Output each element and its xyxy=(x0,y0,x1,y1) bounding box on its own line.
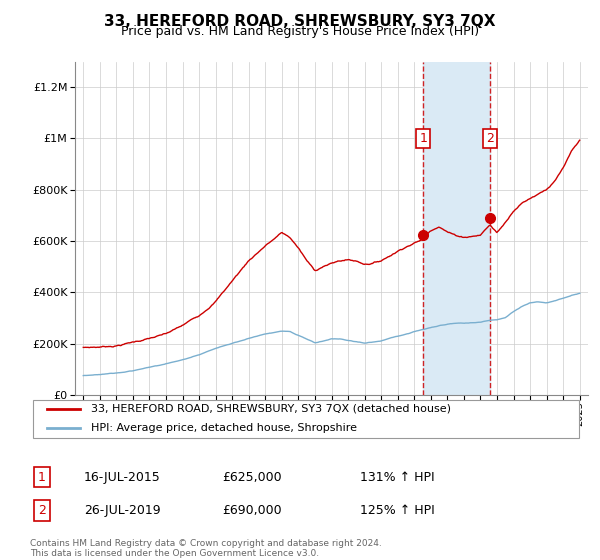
Text: 2: 2 xyxy=(38,504,46,517)
Text: 33, HEREFORD ROAD, SHREWSBURY, SY3 7QX: 33, HEREFORD ROAD, SHREWSBURY, SY3 7QX xyxy=(104,14,496,29)
FancyBboxPatch shape xyxy=(33,400,579,437)
Text: 125% ↑ HPI: 125% ↑ HPI xyxy=(360,504,435,517)
Text: 16-JUL-2015: 16-JUL-2015 xyxy=(84,470,161,484)
Text: 2: 2 xyxy=(486,132,494,145)
Text: 26-JUL-2019: 26-JUL-2019 xyxy=(84,504,161,517)
Text: HPI: Average price, detached house, Shropshire: HPI: Average price, detached house, Shro… xyxy=(91,423,357,433)
Text: 33, HEREFORD ROAD, SHREWSBURY, SY3 7QX (detached house): 33, HEREFORD ROAD, SHREWSBURY, SY3 7QX (… xyxy=(91,404,451,414)
Text: 131% ↑ HPI: 131% ↑ HPI xyxy=(360,470,434,484)
Text: 1: 1 xyxy=(38,470,46,484)
Bar xyxy=(423,62,490,395)
Text: Price paid vs. HM Land Registry's House Price Index (HPI): Price paid vs. HM Land Registry's House … xyxy=(121,25,479,38)
Text: 1: 1 xyxy=(419,132,427,145)
Text: £690,000: £690,000 xyxy=(222,504,281,517)
Text: Contains HM Land Registry data © Crown copyright and database right 2024.
This d: Contains HM Land Registry data © Crown c… xyxy=(30,539,382,558)
Text: £625,000: £625,000 xyxy=(222,470,281,484)
